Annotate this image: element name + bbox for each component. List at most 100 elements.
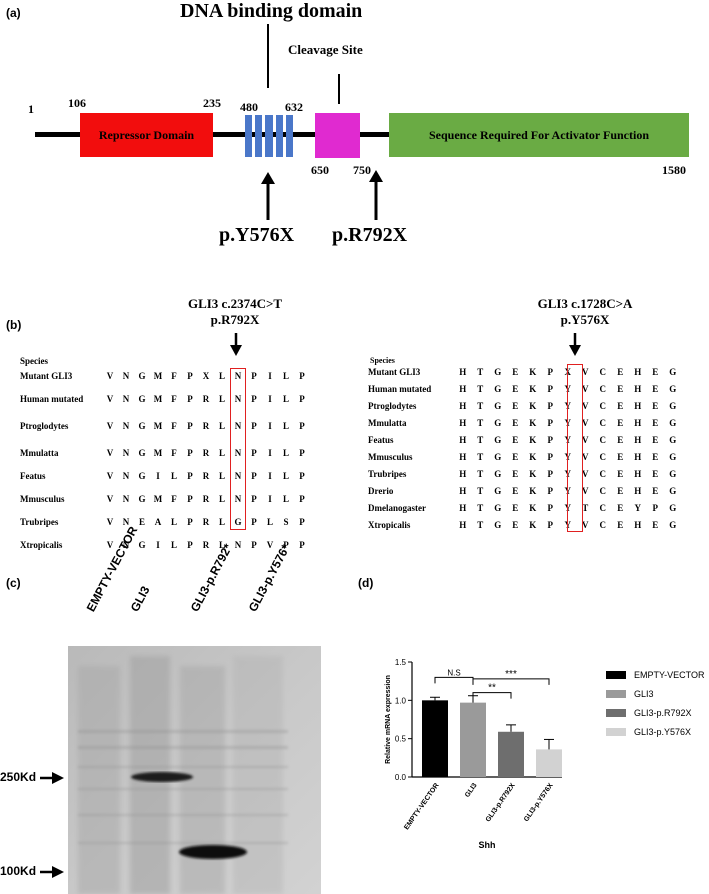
legend-label: GLI3 — [634, 689, 654, 699]
legend-swatch-gli3 — [606, 690, 626, 698]
y-tick-label: 0.5 — [395, 735, 407, 744]
amino-acid: P — [652, 502, 659, 513]
amino-acid: R — [202, 420, 210, 431]
marker-label-250kd: 250Kd — [0, 770, 37, 784]
amino-acid: H — [634, 519, 642, 530]
amino-acid: M — [153, 447, 163, 458]
amino-acid: E — [138, 516, 145, 527]
amino-acid: L — [218, 447, 225, 458]
sig-ns-bracket — [434, 676, 474, 684]
amino-acid: T — [477, 502, 484, 513]
x-tick-label: GLI3-p.R792X — [485, 782, 517, 824]
amino-acid: G — [138, 493, 146, 504]
right-title-variant: GLI3 c.1728C>A — [537, 296, 633, 311]
left-species-header: Species — [20, 356, 48, 366]
left-alignment: Mutant GLI3 V N G M F P X L N P I L P Human mutated V N G… — [20, 364, 310, 556]
species-name: Human mutated — [20, 393, 84, 404]
y-tick-label: 1.5 — [395, 658, 407, 667]
amino-acid: K — [529, 383, 537, 394]
amino-acid: G — [494, 485, 502, 496]
species-name: Mmusculus — [20, 493, 65, 504]
amino-acid: T — [582, 502, 589, 513]
sig-3star-bracket — [472, 678, 550, 685]
alignment-row: Trubripes H T G E K P Y V C E H E G — [368, 465, 682, 482]
zinc-finger-5 — [285, 115, 294, 157]
amino-acid: V — [106, 516, 114, 527]
amino-acid: L — [266, 516, 273, 527]
amino-acid: E — [617, 468, 624, 479]
legend-label: GLI3-p.R792X — [634, 708, 692, 718]
amino-acid: K — [529, 468, 537, 479]
amino-acid: P — [187, 447, 193, 458]
amino-acid: I — [156, 539, 160, 550]
alignment-row: Drerio H T G E K P Y V C E H E G — [368, 482, 682, 499]
amino-acid: P — [547, 502, 554, 513]
panel-d-label: (d) — [358, 576, 374, 590]
species-name: Xtropicalis — [368, 519, 411, 530]
amino-acid: E — [617, 366, 624, 377]
amino-acid: L — [282, 470, 289, 481]
amino-acid: K — [529, 485, 537, 496]
amino-acid: L — [218, 370, 225, 381]
alignment-row: Mmulatta H T G E K P Y V C E H E G — [368, 414, 682, 431]
amino-acid: E — [617, 502, 624, 513]
x-axis-label: Shh — [479, 840, 496, 850]
amino-acid: H — [459, 451, 467, 462]
amino-acid: P — [187, 370, 193, 381]
alignment-row: Mmusculus V N G M F P R L N P I L P — [20, 487, 310, 510]
amino-acid: I — [268, 420, 272, 431]
amino-acid: V — [582, 451, 589, 462]
amino-acid: N — [234, 370, 242, 381]
amino-acid: R — [202, 470, 210, 481]
amino-acid: V — [582, 468, 589, 479]
amino-acid: G — [669, 434, 677, 445]
amino-acid: T — [477, 400, 484, 411]
amino-acid: P — [299, 539, 305, 550]
amino-acid: C — [599, 485, 607, 496]
y-tick-label: 1.0 — [395, 696, 407, 705]
alignment-row: Human mutated H T G E K P Y V C E H E G — [368, 380, 682, 397]
amino-acid: P — [251, 470, 257, 481]
alignment-row: Xtropicalis V N G I L P R L N P V P P — [20, 533, 310, 556]
alignment-row: Mmulatta V N G M F P R L N P I L P — [20, 441, 310, 464]
amino-acid: E — [512, 383, 519, 394]
amino-acid: P — [299, 447, 305, 458]
amino-acid: N — [234, 393, 242, 404]
cleavage-domain — [315, 113, 360, 158]
pos-1580: 1580 — [662, 163, 686, 177]
amino-acid: P — [187, 420, 193, 431]
left-alignment-table: Mutant GLI3 V N G M F P X L N P I L P Human mutated V N G… — [20, 364, 310, 556]
amino-acid: N — [234, 420, 242, 431]
amino-acid: E — [512, 468, 519, 479]
amino-acid: P — [299, 470, 305, 481]
band-gli3-r792-truncated — [179, 845, 247, 859]
x-tick-label: GLI3-p.Y576X — [523, 782, 555, 823]
amino-acid: V — [582, 434, 589, 445]
amino-acid: M — [153, 420, 163, 431]
amino-acid: L — [170, 516, 177, 527]
amino-acid: G — [669, 485, 677, 496]
amino-acid: P — [299, 393, 305, 404]
dna-binding-domain-title: DNA binding domain — [180, 0, 363, 22]
amino-acid: I — [156, 470, 160, 481]
legend-item: EMPTY-VECTOR — [606, 670, 705, 680]
amino-acid: E — [652, 451, 659, 462]
amino-acid: G — [669, 519, 677, 530]
pos-1: 1 — [28, 102, 34, 116]
right-alignment-table: Mutant GLI3 H T G E K P X V C E H E G Human mutated H T G… — [368, 363, 682, 533]
left-down-arrow — [230, 333, 242, 356]
amino-acid: N — [122, 420, 130, 431]
alignment-row: Trubripes V N E A L P R L G P L S P — [20, 510, 310, 533]
amino-acid: R — [202, 447, 210, 458]
amino-acid: P — [251, 420, 257, 431]
panel-a-label: (a) — [6, 6, 21, 20]
amino-acid: A — [154, 516, 162, 527]
amino-acid: P — [187, 516, 193, 527]
amino-acid: F — [171, 493, 177, 504]
species-name: Dmelanogaster — [368, 502, 426, 513]
amino-acid: E — [617, 434, 624, 445]
amino-acid: N — [122, 470, 130, 481]
amino-acid: L — [218, 470, 225, 481]
zinc-finger-3 — [265, 115, 273, 157]
